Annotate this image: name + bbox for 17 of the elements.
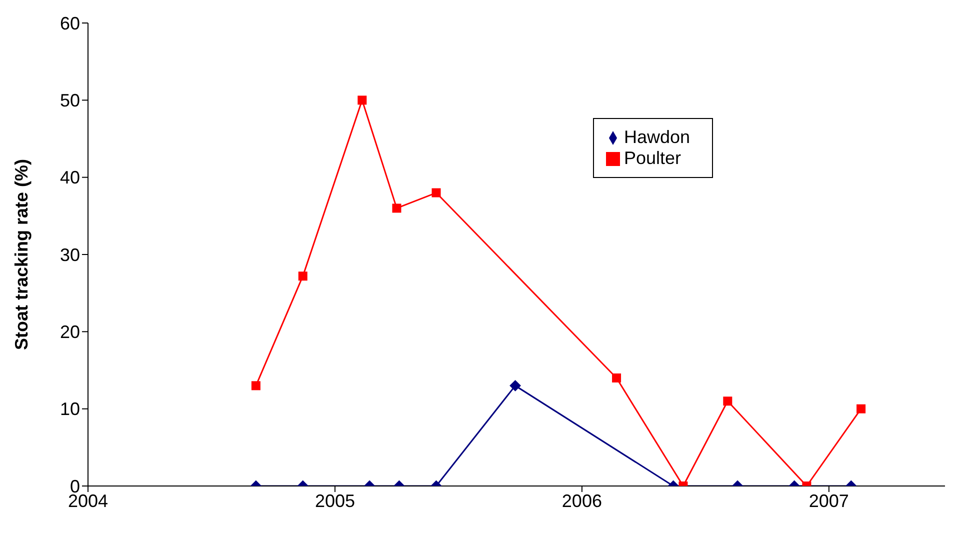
point	[298, 272, 308, 281]
legend-label: Poulter	[624, 148, 682, 168]
x-tick-label: 2006	[562, 490, 602, 511]
legend-label: Hawdon	[624, 127, 690, 147]
y-tick-label: 60	[60, 13, 80, 34]
point	[612, 373, 622, 382]
x-tick-label: 2007	[808, 490, 849, 511]
point	[358, 96, 367, 105]
y-tick-label: 30	[60, 244, 80, 265]
y-tick-label: 20	[60, 322, 80, 342]
x-tick-label: 2005	[314, 490, 355, 511]
point	[392, 204, 402, 213]
y-tick-label: 40	[60, 168, 80, 188]
y-axis-title: Stoat tracking rate (%)	[11, 158, 32, 350]
y-tick-label: 50	[60, 90, 80, 111]
point	[432, 188, 441, 198]
y-tick-label: 10	[60, 399, 80, 420]
